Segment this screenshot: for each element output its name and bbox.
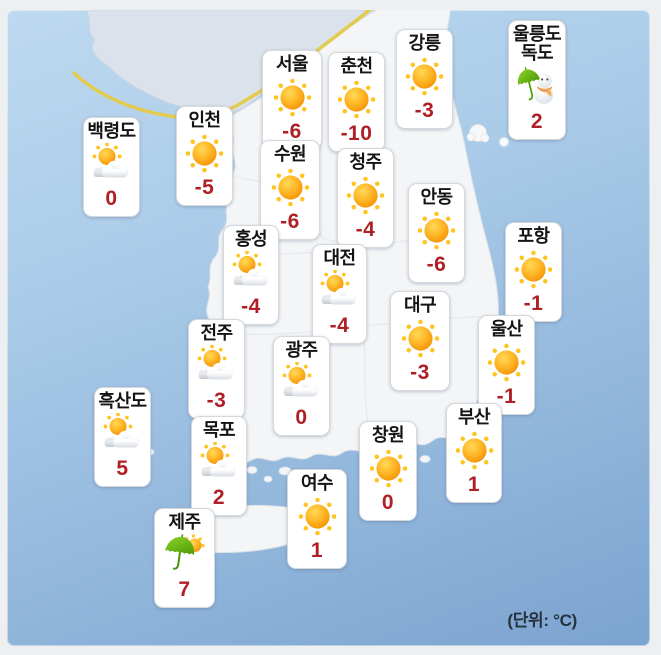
ulleungdo-island: [466, 124, 490, 143]
weather-card-5: 울릉도 독도 2: [508, 20, 566, 140]
city-name: 여수: [300, 473, 334, 493]
city-name: 백령도: [87, 121, 136, 141]
city-name: 부산: [457, 407, 491, 427]
weather-card-7: 청주 -4: [337, 148, 394, 249]
weather-card-19: 부산 1: [446, 403, 502, 504]
temperature-value: -1: [496, 385, 517, 409]
temperature-value: -4: [355, 218, 376, 242]
sun-icon: [183, 132, 226, 175]
sun-icon: [367, 447, 410, 490]
weather-card-3: 춘천 -10: [328, 52, 385, 153]
city-name: 광주: [285, 340, 318, 360]
city-name: 청주: [349, 152, 382, 172]
city-name: 울산: [490, 319, 523, 339]
city-name: 서울: [275, 54, 309, 74]
temperature-value: 2: [212, 486, 226, 510]
sun-cloud-icon: [195, 345, 238, 388]
dokdo-island: [499, 137, 509, 147]
weather-card-14: 전주 -3: [188, 319, 245, 420]
temperature-value: -10: [340, 122, 373, 146]
city-name: 제주: [168, 512, 201, 532]
weather-card-20: 여수 1: [287, 469, 347, 570]
sun-cloud-icon: [90, 143, 133, 186]
temperature-value: 1: [310, 539, 324, 563]
temperature-value: -5: [194, 176, 215, 200]
weather-card-6: 수원 -6: [260, 140, 320, 241]
city-name: 창원: [371, 425, 405, 445]
weather-card-12: 대구 -3: [390, 291, 450, 392]
city-name: 전주: [200, 323, 233, 343]
city-name: 강릉: [408, 33, 441, 53]
sun-cloud-icon: [318, 270, 361, 313]
dmz-border-line: [72, 10, 372, 120]
city-name: 춘천: [340, 56, 373, 76]
weather-card-10: 대전 -4: [312, 244, 367, 345]
temperature-value: -4: [329, 314, 350, 338]
temperature-value: 7: [178, 578, 191, 602]
city-name: 수원: [273, 144, 307, 164]
weather-card-2: 서울 -6: [262, 50, 322, 151]
weather-card-0: 백령도 0: [83, 117, 140, 218]
temperature-value: 0: [381, 491, 395, 515]
temperature-value: 0: [105, 187, 118, 211]
city-name: 홍성: [234, 229, 268, 249]
sun-cloud-icon: [101, 413, 144, 456]
temperature-value: -3: [410, 361, 430, 385]
sun-icon: [512, 248, 555, 291]
sun-icon: [485, 341, 528, 384]
weather-card-1: 인천 -5: [176, 106, 233, 207]
temperature-value: 0: [295, 406, 308, 430]
temperature-value: 2: [530, 109, 544, 133]
city-name: 목포: [202, 420, 236, 440]
city-name: 대전: [323, 248, 356, 268]
sun-cloud-icon: [280, 362, 323, 405]
temperature-value: 1: [467, 473, 481, 497]
temperature-value: -6: [426, 253, 447, 277]
temperature-value: -3: [206, 389, 227, 413]
sun-icon: [296, 495, 339, 538]
weather-card-17: 목포 2: [191, 416, 247, 517]
city-name: 흑산도: [98, 391, 147, 411]
sun-icon: [271, 76, 314, 119]
weather-card-16: 흑산도 5: [94, 387, 151, 488]
snowman-umbrella-icon: [516, 66, 559, 109]
sun-icon: [399, 317, 442, 360]
city-name: 안동: [420, 187, 453, 207]
sun-icon: [335, 78, 378, 121]
temperature-value: -6: [282, 120, 302, 144]
temperature-value: -6: [280, 210, 300, 234]
temperature-value: -4: [241, 295, 261, 319]
temperature-value: -1: [523, 292, 544, 316]
weather-card-11: 포항 -1: [505, 222, 562, 323]
weather-card-8: 안동 -6: [408, 183, 465, 284]
city-name: 포항: [517, 226, 550, 246]
sun-icon: [415, 209, 458, 252]
temperature-value: -3: [414, 99, 435, 123]
weather-card-13: 울산 -1: [478, 315, 535, 416]
city-name: 울릉도 독도: [512, 24, 562, 64]
weather-card-15: 광주 0: [273, 336, 330, 437]
sun-icon: [344, 174, 387, 217]
sun-cloud-icon: [198, 442, 241, 485]
rain-umbrella-icon: [163, 534, 206, 577]
sun-icon: [453, 429, 496, 472]
city-name: 대구: [403, 295, 437, 315]
unit-label: (단위: °C): [507, 611, 577, 630]
weather-card-9: 홍성 -4: [223, 225, 279, 326]
weather-card-21: 제주 7: [154, 508, 215, 609]
weather-card-4: 강릉 -3: [396, 29, 453, 130]
temperature-value: 5: [116, 457, 129, 481]
sun-cloud-icon: [230, 251, 273, 294]
sun-icon: [403, 55, 446, 98]
city-name: 인천: [188, 110, 221, 130]
weather-card-18: 창원 0: [359, 421, 417, 522]
sun-icon: [269, 166, 312, 209]
